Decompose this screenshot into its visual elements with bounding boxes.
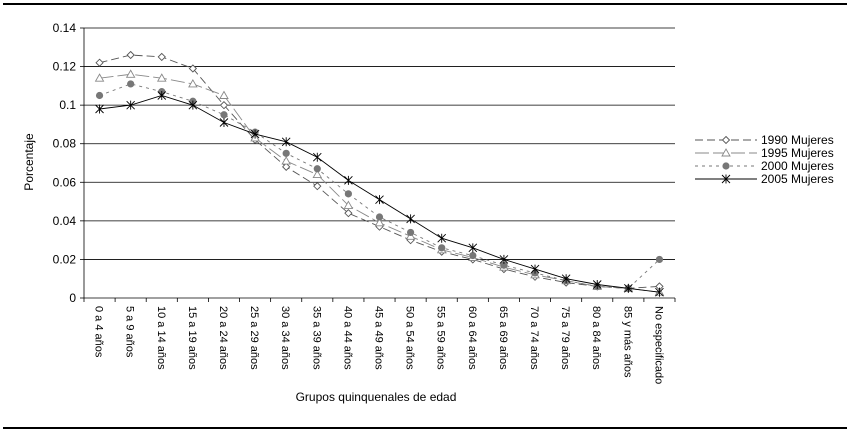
x-tick-label: 40 a 44 años	[341, 306, 353, 370]
point-marker	[469, 251, 477, 260]
point-marker	[721, 174, 731, 184]
x-tick-label: 85 y más años	[621, 306, 633, 378]
point-marker	[592, 280, 602, 289]
point-marker	[94, 73, 105, 82]
point-marker	[95, 58, 104, 67]
point-marker	[282, 162, 291, 171]
point-marker	[375, 213, 384, 221]
series-line	[99, 54, 660, 289]
x-tick-label: 45 a 49 años	[373, 306, 385, 370]
point-marker	[95, 104, 104, 114]
point-marker	[344, 175, 353, 185]
x-tick-label: 70 a 74 años	[528, 306, 540, 370]
point-marker	[721, 148, 731, 157]
point-marker	[312, 152, 322, 162]
legend-label: 2000 Mujeres	[761, 159, 834, 173]
point-marker	[343, 200, 354, 209]
x-tick-label: 50 a 54 años	[404, 306, 416, 370]
y-tick-label: 0.14	[53, 21, 77, 35]
point-marker	[375, 195, 384, 205]
point-marker	[281, 156, 291, 165]
x-tick-label: 55 a 59 años	[435, 306, 447, 370]
x-tick-label: 5 a 9 años	[124, 306, 136, 358]
point-marker	[312, 169, 323, 179]
point-marker	[188, 100, 198, 110]
point-marker	[156, 73, 167, 82]
point-marker	[281, 137, 291, 147]
point-marker	[407, 228, 415, 237]
y-tick-label: 0.12	[53, 60, 77, 74]
series-line	[99, 95, 660, 293]
bottom-rule	[3, 427, 847, 429]
legend-label: 2005 Mujeres	[761, 172, 834, 186]
point-marker	[344, 209, 353, 218]
x-tick-label: 75 a 79 años	[559, 306, 571, 370]
x-tick-label: 0 a 4 años	[93, 306, 105, 358]
y-tick-label: 0.1	[59, 98, 76, 112]
y-tick-label: 0.06	[53, 175, 77, 189]
top-rule	[3, 3, 847, 5]
point-marker	[374, 217, 385, 227]
point-marker	[219, 101, 229, 110]
y-tick-label: 0	[69, 291, 76, 305]
x-tick-label: 20 a 24 años	[217, 306, 229, 370]
x-tick-label: 35 a 39 años	[310, 306, 322, 370]
point-marker	[188, 79, 198, 88]
x-tick-labels: 0 a 4 años 5 a 9 años 10 a 14 años 15 a 19 …	[93, 306, 665, 384]
point-marker	[219, 90, 229, 99]
point-marker	[126, 100, 135, 110]
point-marker	[530, 264, 540, 274]
point-marker	[250, 129, 260, 139]
point-marker	[655, 255, 664, 264]
x-tick-label: 10 a 14 años	[155, 306, 167, 370]
point-marker	[188, 64, 198, 73]
x-tick-label: 30 a 34 años	[279, 306, 291, 370]
point-marker	[125, 69, 136, 78]
point-marker	[722, 162, 730, 170]
y-axis-title: Porcentaje	[22, 133, 36, 191]
point-marker	[468, 243, 478, 253]
series-line	[99, 83, 660, 289]
y-tick-labels: 0 0.02 0.04 0.06 0.08 0.1 0.12 0.14	[53, 21, 77, 305]
x-tick-label: 25 a 29 años	[248, 306, 260, 370]
x-tick-label: 80 a 84 años	[590, 306, 602, 370]
point-marker	[313, 182, 322, 191]
x-tick-label: No especificado	[652, 306, 664, 384]
point-marker	[721, 135, 731, 145]
legend-label: 1990 Mujeres	[761, 133, 834, 147]
x-axis-title: Grupos quinquenales de edad	[296, 390, 457, 404]
point-marker	[499, 254, 509, 264]
point-marker	[438, 244, 446, 252]
point-marker	[500, 261, 508, 269]
series-group	[94, 50, 665, 297]
y-tick-label: 0.04	[53, 214, 77, 228]
point-marker	[624, 283, 633, 293]
legend-label: 1995 Mujeres	[761, 146, 834, 160]
y-tick-label: 0.08	[53, 137, 77, 151]
point-marker	[220, 111, 228, 119]
point-marker	[157, 91, 167, 100]
y-tick-label: 0.02	[53, 252, 77, 266]
point-marker	[344, 190, 352, 198]
x-tick-label: 60 a 64 años	[466, 306, 478, 370]
point-marker	[219, 118, 229, 127]
point-marker	[406, 214, 415, 224]
point-marker	[95, 91, 104, 100]
point-marker	[437, 233, 447, 243]
point-marker	[127, 80, 135, 88]
x-tick-label: 65 a 69 años	[497, 306, 509, 370]
point-marker	[561, 274, 571, 284]
point-marker	[655, 287, 664, 297]
point-marker	[157, 52, 166, 62]
point-marker	[282, 149, 290, 157]
point-marker	[126, 50, 135, 60]
x-tick-label: 15 a 19 años	[186, 306, 198, 370]
axes	[80, 27, 676, 302]
point-marker	[313, 165, 321, 173]
